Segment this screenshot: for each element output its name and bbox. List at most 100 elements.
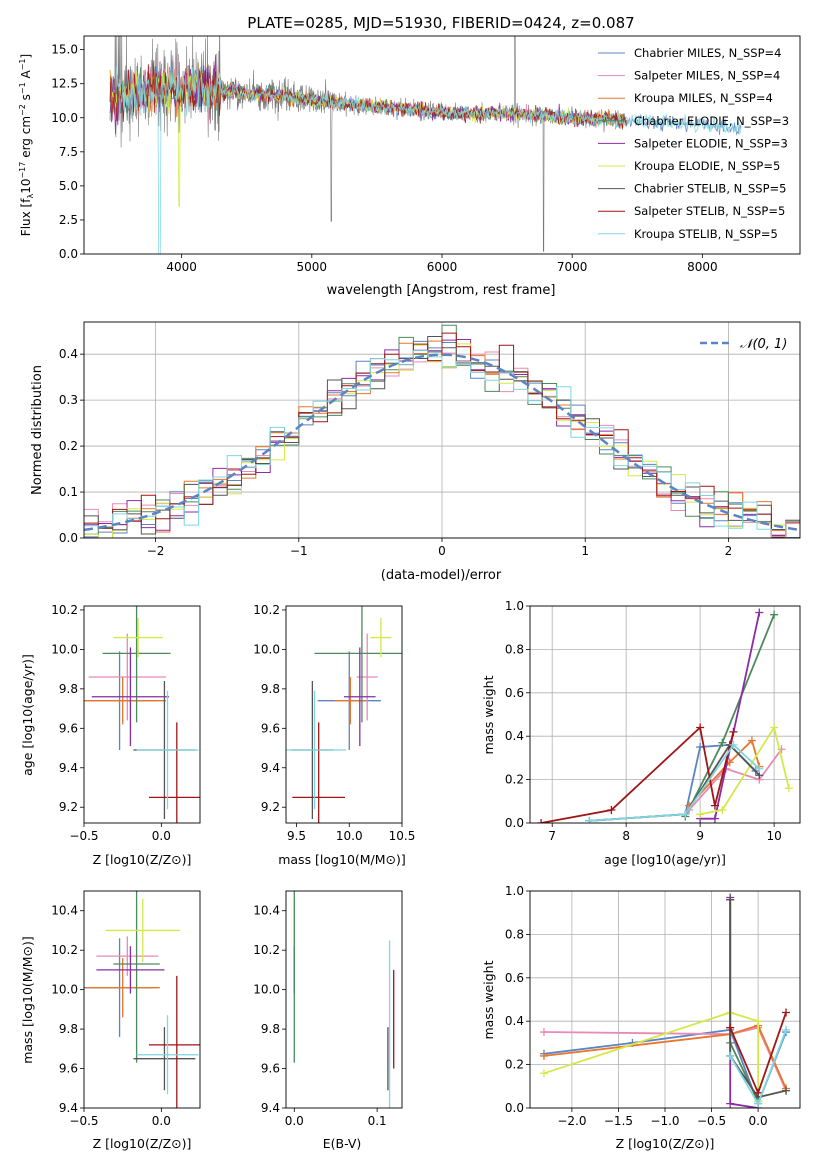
x-tick-label: 2 (725, 544, 733, 558)
y-tick-label: 9.2 (261, 800, 280, 814)
series-line-data (113, 36, 627, 252)
data-point-chabrier_elodie (770, 610, 779, 619)
legend-label: Chabrier MILES, N_SSP=4 (634, 46, 781, 60)
data-point-salpeter_miles (539, 1028, 548, 1037)
data-point-kroupa_stelib (755, 764, 764, 773)
axes-frame (285, 890, 403, 1109)
y-tick-label: 0.0 (505, 1101, 524, 1115)
x-tick-label: −1.0 (650, 1114, 679, 1128)
plot-mass_vs_Z (80, 890, 201, 1112)
data-point-kroupa_stelib (681, 810, 690, 819)
plot-residuals (80, 321, 801, 542)
y-tick-label: 9.6 (59, 1062, 78, 1076)
axes-frame (83, 321, 801, 539)
legend-label: Kroupa ELODIE, N_SSP=5 (634, 159, 780, 173)
x-tick-label: 9.5 (287, 829, 306, 843)
data-point-salpeter_stelib (710, 801, 719, 810)
y-tick-label: 0.2 (59, 439, 78, 453)
data-point-salpeter_stelib (726, 1023, 735, 1032)
series-line-chabrier_elodie (729, 899, 759, 1102)
y-tick-label: 12.5 (51, 77, 78, 91)
y-tick-label: 9.8 (261, 1022, 280, 1036)
data-point-salpeter_stelib (754, 1088, 763, 1097)
x-tick-label: 9 (696, 829, 704, 843)
data-point-kroupa_stelib (726, 1051, 735, 1060)
data-point-salpeter_elodie (710, 814, 719, 823)
axes-frame (529, 605, 801, 824)
y-tick-label: 9.6 (261, 1062, 280, 1076)
plot-area-massweight_vs_age (537, 608, 793, 823)
x-tick-label: −2.0 (557, 1114, 586, 1128)
y-tick-label: 0.0 (505, 816, 524, 830)
y-tick-label: 10.0 (253, 983, 280, 997)
x-axis-label: Z [log10(Z/Z⊙)] (93, 1136, 192, 1151)
legend-label: Kroupa MILES, N_SSP=4 (634, 91, 773, 105)
y-tick-label: 10.2 (51, 943, 78, 957)
x-tick-label: 5000 (297, 260, 328, 274)
plot-spectrum (80, 35, 801, 258)
x-tick-label: 6000 (427, 260, 458, 274)
series-line-salpeter_miles (688, 748, 783, 811)
y-tick-label: 9.6 (59, 721, 78, 735)
data-point-kroupa_stelib (754, 1099, 763, 1108)
y-tick-label: 9.4 (59, 1101, 78, 1115)
x-axis-label: mass [log10(M/M⊙)] (278, 852, 406, 867)
plot-area-age_vs_Z (84, 606, 200, 823)
x-axis-label: (data-model)/error (381, 568, 502, 583)
data-point-kroupa_miles (539, 1051, 548, 1060)
y-axis-label: mass [log10(M/M⊙)] (20, 936, 35, 1064)
y-tick-label: 5.0 (59, 179, 78, 193)
legend-label: Chabrier STELIB, N_SSP=5 (634, 182, 786, 196)
x-tick-label: 0.0 (152, 829, 171, 843)
y-tick-label: 10.0 (51, 983, 78, 997)
plot-area-age_vs_mass (286, 606, 402, 823)
series-line-kroupa_stelib (116, 58, 742, 254)
plot-area-massweight_vs_Z (539, 893, 791, 1108)
y-axis-label: Flux [fλ10−17 erg cm−2 s−1 A−1] (18, 54, 35, 236)
x-tick-label: 8000 (687, 260, 718, 274)
y-tick-label: 10.4 (253, 904, 280, 918)
y-tick-label: 9.4 (261, 1101, 280, 1115)
legend-label: 𝒩(0, 1) (740, 337, 787, 352)
plot-mass_vs_ebv (282, 890, 403, 1112)
y-tick-label: 10.2 (253, 603, 280, 617)
axes-frame (529, 890, 801, 1109)
y-tick-label: 9.8 (59, 1022, 78, 1036)
y-axis-label: mass weight (481, 675, 496, 754)
data-point-kroupa_stelib (585, 816, 594, 823)
data-point-chabrier_stelib (782, 1086, 791, 1095)
plot-area-mass_vs_Z (84, 891, 200, 1108)
data-point-chabrier_miles (696, 743, 705, 752)
data-point-salpeter_stelib (696, 723, 705, 732)
x-axis-label: E(B-V) (323, 1136, 362, 1151)
y-tick-label: 9.2 (59, 800, 78, 814)
data-point-kroupa_stelib (729, 740, 738, 749)
series-line-chabrier_stelib (729, 899, 787, 1099)
data-point-kroupa_elodie (770, 723, 779, 732)
y-tick-label: 9.4 (261, 761, 280, 775)
data-point-kroupa_elodie (539, 1069, 548, 1078)
data-point-chabrier_stelib (726, 895, 735, 904)
y-tick-label: 0.6 (505, 686, 524, 700)
y-tick-label: 0.4 (59, 347, 78, 361)
y-tick-label: 9.8 (261, 682, 280, 696)
data-point-kroupa_miles (747, 736, 756, 745)
axes-frame (285, 605, 403, 824)
x-tick-label: 10.5 (389, 829, 416, 843)
y-tick-label: 2.5 (59, 213, 78, 227)
y-tick-label: 7.5 (59, 145, 78, 159)
y-tick-label: 10.2 (51, 603, 78, 617)
x-tick-label: −0.5 (69, 829, 98, 843)
x-tick-label: 0 (438, 544, 446, 558)
plot-age_vs_Z (80, 605, 201, 827)
data-point-salpeter_elodie (755, 608, 764, 617)
legend-label: Salpeter MILES, N_SSP=4 (634, 69, 780, 83)
y-tick-label: 0.2 (505, 1058, 524, 1072)
data-point-kroupa_stelib (782, 1025, 791, 1034)
data-point-kroupa_elodie (784, 784, 793, 793)
x-tick-label: −0.5 (697, 1114, 726, 1128)
y-tick-label: 15.0 (51, 43, 78, 57)
y-tick-label: 0.8 (505, 642, 524, 656)
x-tick-label: 0.0 (285, 1114, 304, 1128)
